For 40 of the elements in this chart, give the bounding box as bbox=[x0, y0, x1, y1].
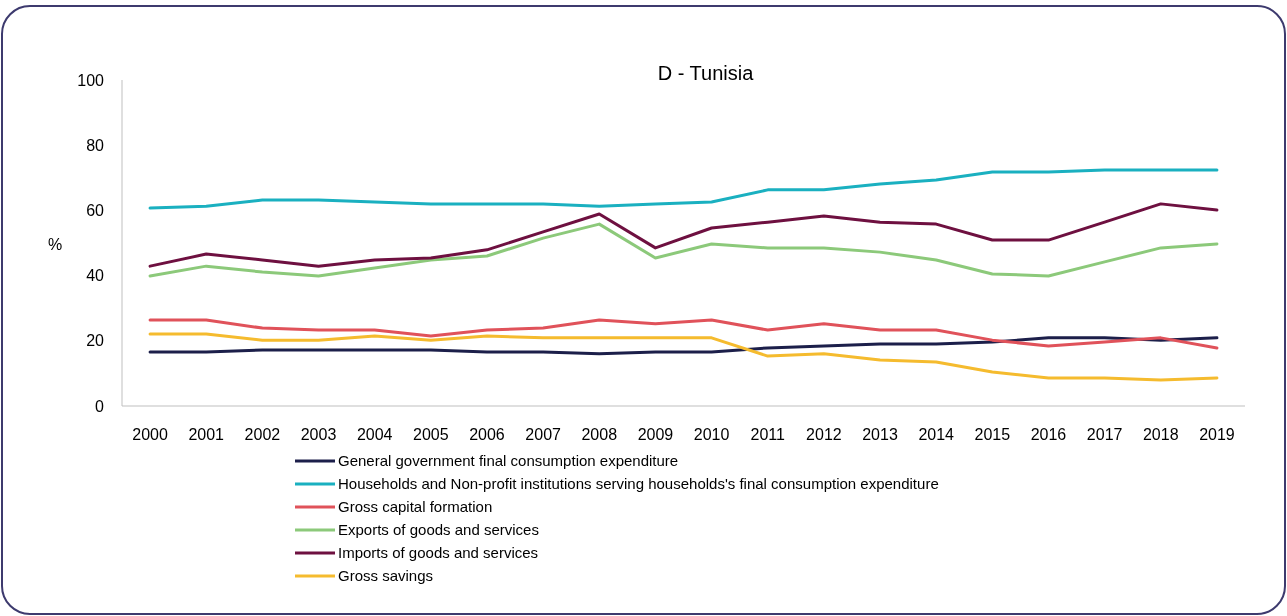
x-tick-label: 2006 bbox=[469, 426, 505, 443]
x-tick-label: 2002 bbox=[244, 426, 281, 443]
x-tick-label: 2019 bbox=[1199, 426, 1235, 443]
line-series bbox=[148, 222, 1219, 278]
x-tick-label: 2008 bbox=[581, 426, 618, 443]
chart-title: D - Tunisia bbox=[657, 62, 755, 84]
line-series bbox=[148, 168, 1219, 210]
legend-label: Imports of goods and services bbox=[338, 544, 539, 562]
legend-label: Gross capital formation bbox=[338, 498, 493, 516]
x-tick-label: 2000 bbox=[132, 426, 168, 443]
legend-label: Gross savings bbox=[338, 567, 434, 585]
legend-label: Exports of goods and services bbox=[338, 521, 539, 539]
y-tick-label: 0 bbox=[95, 397, 105, 415]
line-series bbox=[148, 318, 1219, 350]
x-tick-label: 2018 bbox=[1142, 426, 1179, 443]
legend-label: General government final consumption expenditure bbox=[338, 452, 679, 470]
x-tick-label: 2005 bbox=[413, 426, 449, 443]
x-tick-label: 2004 bbox=[356, 426, 393, 443]
line-series bbox=[148, 202, 1219, 268]
x-tick-label: 2016 bbox=[1030, 426, 1067, 443]
x-tick-label: 2015 bbox=[974, 426, 1011, 443]
x-tick-label: 2007 bbox=[525, 426, 562, 443]
y-tick-label: 100 bbox=[77, 71, 105, 89]
x-tick-label: 2010 bbox=[693, 426, 730, 443]
line-series bbox=[148, 336, 1219, 356]
x-tick-label: 2009 bbox=[637, 426, 674, 443]
x-tick-label: 2013 bbox=[862, 426, 898, 443]
x-tick-label: 2017 bbox=[1086, 426, 1123, 443]
y-tick-label: 20 bbox=[86, 332, 105, 350]
y-axis-title: % bbox=[47, 236, 63, 253]
x-tick-label: 2011 bbox=[750, 426, 786, 443]
x-tick-label: 2012 bbox=[806, 426, 842, 443]
y-tick-label: 60 bbox=[86, 202, 105, 219]
legend-label: Households and Non-profit institutions serving households's final consumption expenditure bbox=[338, 475, 939, 493]
line-series bbox=[148, 332, 1219, 382]
x-tick-label: 2014 bbox=[918, 426, 955, 443]
x-tick-label: 2003 bbox=[300, 426, 337, 443]
x-tick-label: 2001 bbox=[188, 426, 225, 443]
y-tick-label: 80 bbox=[86, 136, 105, 154]
y-tick-label: 40 bbox=[86, 267, 105, 285]
